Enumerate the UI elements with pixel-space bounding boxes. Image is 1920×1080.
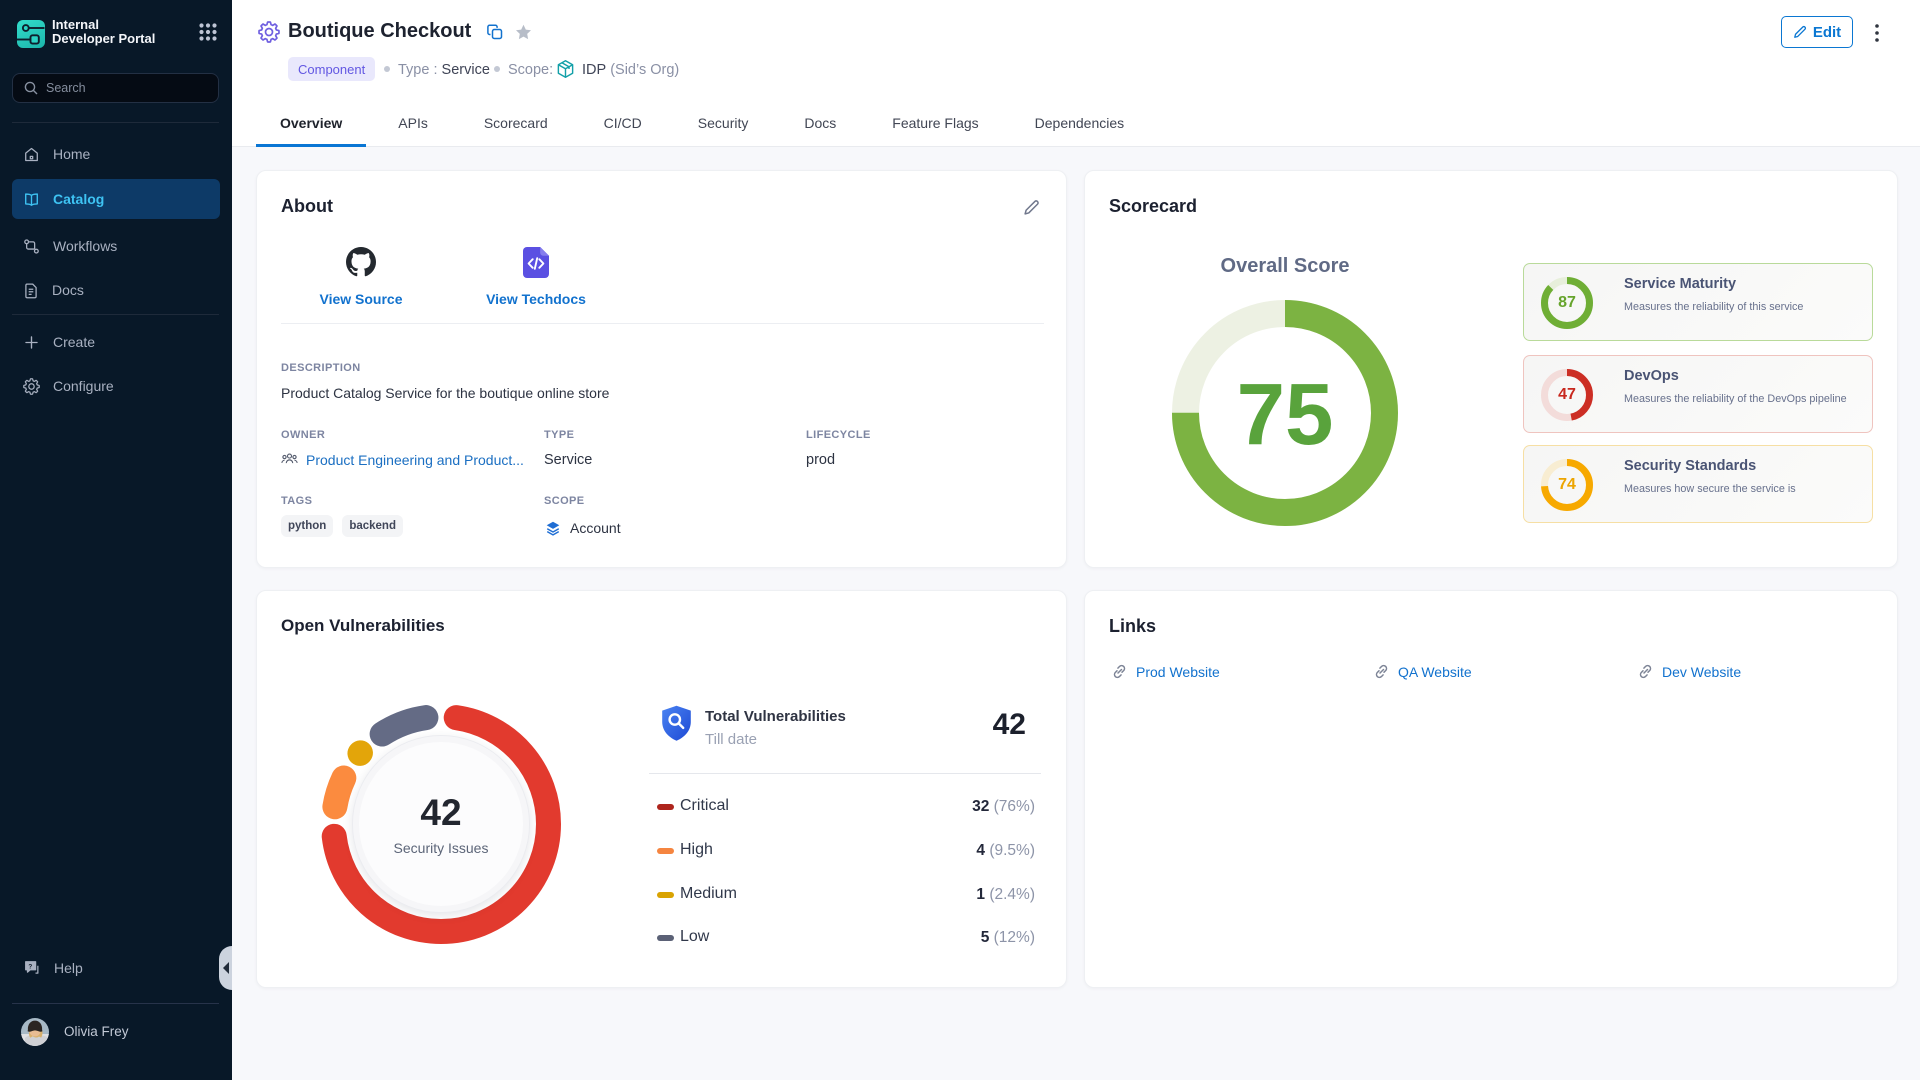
- svg-text:?: ?: [28, 963, 32, 970]
